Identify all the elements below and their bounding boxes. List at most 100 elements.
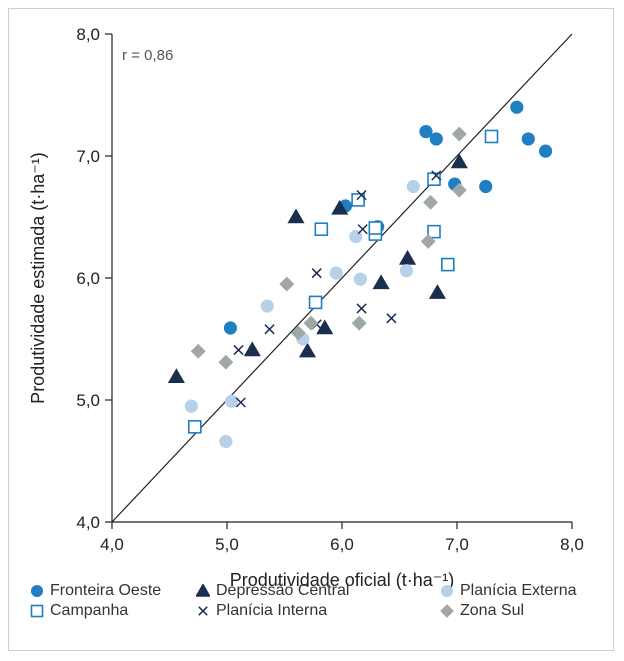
point-zona-sul: [451, 182, 467, 198]
point-fronteira-oeste: [419, 125, 433, 139]
legend-marker-shape: [30, 584, 44, 598]
y-tick-label: 8,0: [76, 25, 100, 44]
point-zona-sul: [303, 315, 319, 331]
legend-item-zona-sul: Zona Sul: [440, 602, 524, 620]
data-points: [167, 100, 553, 449]
point-planicia-interna: [356, 189, 367, 201]
x-marker-stroke: [357, 224, 368, 235]
point-campanha: [427, 172, 441, 186]
reference-line-1-1: [111, 33, 573, 523]
legend-label: Zona Sul: [460, 602, 525, 619]
x-marker-stroke: [235, 397, 246, 408]
legend-marker-shape: [198, 606, 208, 616]
point-depressao-central: [398, 249, 417, 265]
y-tick-label: 6,0: [76, 269, 100, 288]
point-planicia-interna: [235, 397, 246, 408]
point-planicia-externa: [225, 394, 239, 408]
point-planicia-externa: [329, 266, 343, 280]
legend-label: Depressão Central: [216, 582, 350, 599]
point-planicia-interna: [233, 344, 244, 356]
x-marker-stroke: [431, 170, 442, 181]
point-fronteira-oeste: [479, 179, 493, 194]
legend-marker: [30, 604, 44, 618]
y-tick-label: 7,0: [76, 147, 100, 166]
legend-marker: [196, 584, 210, 597]
x-tick-label: 6,0: [330, 535, 354, 554]
x-marker-stroke: [198, 606, 208, 616]
legend-marker-shape: [196, 584, 210, 597]
point-planicia-externa: [219, 434, 233, 449]
point-planicia-interna: [386, 313, 397, 324]
point-depressao-central: [428, 284, 447, 299]
point-zona-sul: [420, 233, 436, 249]
x-tick-label: 7,0: [445, 535, 469, 554]
point-planicia-interna: [311, 268, 322, 279]
point-fronteira-oeste: [510, 100, 524, 114]
correlation-annotation: r = 0,86: [122, 47, 173, 64]
x-marker-stroke: [264, 324, 275, 335]
legend-item-planicia-interna: Planícia Interna: [196, 602, 327, 620]
legend-marker: [30, 584, 44, 598]
point-depressao-central: [243, 341, 261, 357]
point-fronteira-oeste: [429, 132, 443, 146]
legend-item-fronteira-oeste: Fronteira Oeste: [30, 582, 161, 600]
point-depressao-central: [316, 319, 334, 335]
point-planicia-externa: [184, 399, 198, 413]
legend-label: Fronteira Oeste: [50, 582, 162, 599]
x-tick-label: 4,0: [100, 535, 124, 554]
point-fronteira-oeste: [223, 321, 238, 335]
point-campanha: [440, 257, 455, 272]
point-depressao-central: [298, 342, 317, 358]
x-marker-stroke: [356, 303, 367, 314]
point-campanha: [484, 129, 499, 144]
x-axis-label: Produtividade oficial (t·ha⁻¹): [230, 570, 455, 590]
x-marker-stroke: [356, 189, 367, 201]
point-planicia-interna: [431, 170, 442, 181]
legend-label: Campanha: [50, 602, 129, 619]
point-zona-sul: [190, 343, 206, 359]
point-planicia-interna: [357, 224, 368, 235]
legend-marker-shape: [440, 584, 454, 598]
point-campanha: [188, 420, 202, 434]
point-campanha: [368, 221, 383, 235]
point-zona-sul: [290, 325, 306, 341]
y-tick-label: 4,0: [76, 513, 100, 532]
point-zona-sul: [423, 194, 438, 210]
legend-item-depressao-central: Depressão Central: [196, 582, 349, 600]
point-campanha: [308, 295, 323, 310]
x-marker-stroke: [386, 313, 397, 324]
point-depressao-central: [167, 368, 185, 384]
x-tick-label: 5,0: [215, 535, 239, 554]
point-fronteira-oeste: [521, 132, 535, 146]
legend-label: Planícia Externa: [460, 582, 577, 599]
legend-marker-shape: [30, 604, 44, 618]
y-tick-label: 5,0: [76, 391, 100, 410]
point-campanha: [427, 224, 441, 239]
point-planicia-externa: [353, 272, 367, 286]
legend-marker-shape: [440, 604, 454, 618]
legend-item-planicia-externa: Planícia Externa: [440, 582, 577, 600]
point-planicia-interna: [356, 303, 367, 314]
point-planicia-interna: [264, 324, 275, 335]
point-depressao-central: [372, 274, 390, 290]
x-marker-stroke: [233, 344, 244, 356]
legend-label: Planícia Interna: [216, 602, 328, 619]
point-fronteira-oeste: [538, 144, 553, 158]
point-planicia-externa: [406, 179, 420, 194]
point-campanha: [314, 222, 329, 236]
point-zona-sul: [451, 126, 467, 142]
y-axis-label: Produtividade estimada (t·ha⁻¹): [28, 152, 48, 404]
legend-marker: [440, 604, 454, 618]
point-depressao-central: [287, 208, 305, 224]
legend-marker: [440, 584, 454, 598]
x-marker-stroke: [311, 268, 322, 279]
point-depressao-central: [450, 153, 468, 169]
axes: 4,0 5,0 6,0 7,0 8,0 4,0 5,0 6,0 7,0 8,0: [76, 25, 583, 554]
point-zona-sul: [218, 354, 234, 370]
point-campanha: [351, 193, 365, 207]
point-planicia-externa: [260, 299, 274, 313]
point-planicia-externa: [399, 264, 413, 278]
legend-marker: [198, 606, 208, 616]
legend-item-campanha: Campanha: [30, 602, 128, 620]
